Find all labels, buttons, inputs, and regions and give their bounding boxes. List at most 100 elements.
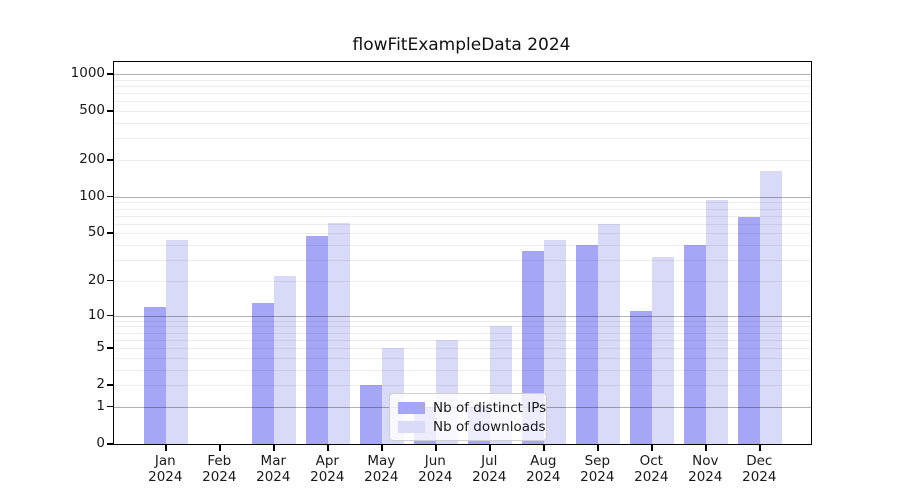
y-tick-label: 0	[96, 435, 105, 451]
x-tick-label-month: Jul	[481, 453, 498, 469]
bar-ips-4	[360, 385, 383, 444]
x-tick-label: Mar 2024	[238, 453, 308, 485]
bar-downloads-2	[274, 276, 297, 444]
y-tick-mark	[107, 405, 113, 408]
y-tick-mark	[107, 110, 113, 112]
x-tick-label-year: 2024	[472, 469, 507, 485]
x-tick-label-year: 2024	[526, 469, 561, 485]
x-tick-label-year: 2024	[148, 469, 183, 485]
x-tick-label-month: Jan	[154, 453, 176, 469]
legend-label: Nb of distinct IPs	[433, 399, 547, 416]
gridline-minor	[114, 138, 811, 140]
y-tick-mark	[107, 314, 113, 317]
gridline-major	[114, 74, 811, 76]
chart-title: flowFitExampleData 2024	[352, 35, 571, 55]
x-tick-label: Aug 2024	[508, 453, 578, 485]
y-tick-label: 5	[96, 339, 105, 356]
y-tick-mark	[107, 443, 113, 445]
x-tick-label-month: Mar	[260, 453, 287, 469]
x-tick-label-year: 2024	[688, 469, 723, 485]
gridline-minor	[114, 123, 811, 125]
x-tick-label-month: Nov	[692, 453, 719, 469]
x-tick-mark	[489, 444, 491, 451]
x-tick-mark	[327, 444, 329, 451]
y-tick-label: 20	[87, 271, 105, 288]
x-tick-label: Nov 2024	[670, 453, 740, 485]
x-tick-label-month: Sep	[584, 453, 611, 469]
bar-downloads-7	[544, 240, 567, 444]
bar-ips-8	[576, 245, 599, 444]
x-tick-label: Sep 2024	[562, 453, 632, 485]
x-tick-label-year: 2024	[364, 469, 399, 485]
y-tick-label: 200	[79, 151, 105, 168]
gridline-minor	[114, 160, 811, 162]
y-tick-mark	[107, 195, 113, 198]
legend-label: Nb of downloads	[433, 418, 546, 435]
x-tick-mark	[219, 444, 221, 451]
x-tick-mark	[381, 444, 383, 451]
x-tick-label-year: 2024	[580, 469, 615, 485]
gridline-minor	[114, 79, 811, 81]
x-tick-mark	[435, 444, 437, 451]
y-tick-label: 1000	[70, 65, 105, 82]
x-tick-label-year: 2024	[256, 469, 291, 485]
x-tick-label-year: 2024	[742, 469, 777, 485]
gridline-minor	[114, 93, 811, 95]
bar-ips-10	[684, 245, 707, 444]
bar-downloads-9	[652, 256, 675, 444]
x-tick-label-year: 2024	[418, 469, 453, 485]
y-tick-label: 50	[87, 224, 105, 241]
x-tick-label-month: Dec	[746, 453, 773, 469]
x-tick-label-year: 2024	[202, 469, 237, 485]
y-tick-label: 100	[79, 187, 105, 204]
y-tick-mark	[107, 159, 113, 161]
x-tick-label-year: 2024	[634, 469, 669, 485]
legend-item: Nb of downloads	[396, 417, 546, 436]
x-tick-label: Jun 2024	[400, 453, 470, 485]
y-tick-mark	[107, 73, 113, 75]
x-tick-label: Dec 2024	[724, 453, 794, 485]
legend: Nb of distinct IPs Nb of downloads	[389, 393, 547, 441]
x-tick-mark	[165, 444, 167, 451]
y-tick-mark	[107, 279, 113, 282]
y-tick-mark	[107, 232, 113, 234]
x-tick-mark	[759, 444, 761, 451]
x-tick-label: Feb 2024	[184, 453, 254, 485]
gridline-minor	[114, 101, 811, 103]
x-tick-label: Apr 2024	[292, 453, 362, 485]
x-tick-label: Jan 2024	[130, 453, 200, 485]
bar-ips-0	[144, 306, 167, 444]
plot-area: Nb of distinct IPs Nb of downloads	[113, 61, 812, 445]
x-tick-mark	[273, 444, 275, 451]
x-tick-label-month: Jun	[424, 453, 446, 469]
bar-ips-3	[306, 235, 329, 444]
legend-swatch-icon	[398, 401, 425, 414]
x-tick-label-month: Oct	[639, 453, 663, 469]
x-tick-label: Oct 2024	[616, 453, 686, 485]
x-tick-label-month: Aug	[530, 453, 557, 469]
legend-swatch-icon	[398, 420, 425, 433]
y-tick-mark	[107, 384, 113, 386]
bar-ips-9	[630, 310, 653, 444]
gridline-minor	[114, 85, 811, 87]
legend-item: Nb of distinct IPs	[396, 398, 546, 417]
x-tick-label: May 2024	[346, 453, 416, 485]
y-tick-label: 2	[96, 376, 105, 393]
y-tick-label: 1	[96, 397, 105, 414]
x-tick-mark	[705, 444, 707, 451]
y-tick-label: 500	[79, 102, 105, 119]
bar-downloads-8	[598, 223, 621, 444]
x-tick-mark	[543, 444, 545, 451]
bar-downloads-11	[760, 170, 783, 444]
bar-downloads-3	[328, 222, 351, 444]
x-tick-mark	[597, 444, 599, 451]
x-tick-label-month: May	[367, 453, 396, 469]
bar-downloads-10	[706, 199, 729, 444]
gridline-major	[114, 196, 811, 198]
x-tick-label-year: 2024	[310, 469, 345, 485]
bar-ips-11	[738, 217, 761, 444]
gridline-minor	[114, 111, 811, 113]
y-tick-mark	[107, 347, 113, 349]
x-tick-label: Jul 2024	[454, 453, 524, 485]
